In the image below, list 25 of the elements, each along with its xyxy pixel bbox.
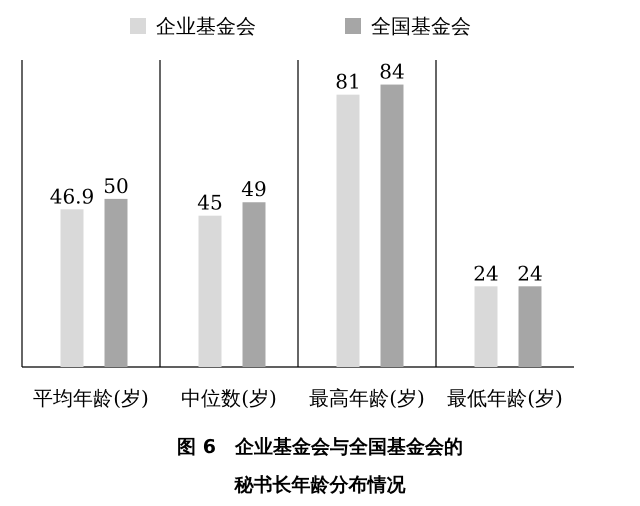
bar — [336, 94, 360, 367]
data-label: 46.9 — [50, 184, 94, 208]
data-label: 50 — [103, 174, 129, 198]
data-label: 84 — [379, 60, 405, 84]
legend-item: 全国基金会 — [345, 14, 471, 38]
data-label: 49 — [241, 177, 267, 202]
data-label: 24 — [473, 261, 499, 286]
text: 图 6 企业基金会与全国基金会的秘书长年龄分布情况 — [176, 435, 464, 498]
data-label: 81 — [335, 70, 361, 94]
legend-item: 企业基金会 — [130, 14, 256, 38]
x-tick-label: 最高年龄(岁) — [309, 386, 425, 410]
bar — [380, 84, 404, 367]
bar — [242, 202, 266, 367]
x-tick-label: 平均年龄(岁) — [33, 386, 149, 410]
data-label: 24 — [517, 261, 543, 286]
data-label: 45 — [197, 190, 223, 215]
x-tick-label: 中位数(岁) — [181, 386, 277, 410]
legend-label: 企业基金会 — [156, 14, 256, 38]
bar — [104, 198, 128, 367]
bar — [518, 286, 542, 367]
legend-label: 全国基金会 — [371, 14, 471, 38]
bar — [198, 216, 222, 367]
bar — [60, 209, 84, 367]
x-tick-label: 最低年龄(岁) — [447, 386, 563, 410]
bar — [474, 286, 498, 367]
